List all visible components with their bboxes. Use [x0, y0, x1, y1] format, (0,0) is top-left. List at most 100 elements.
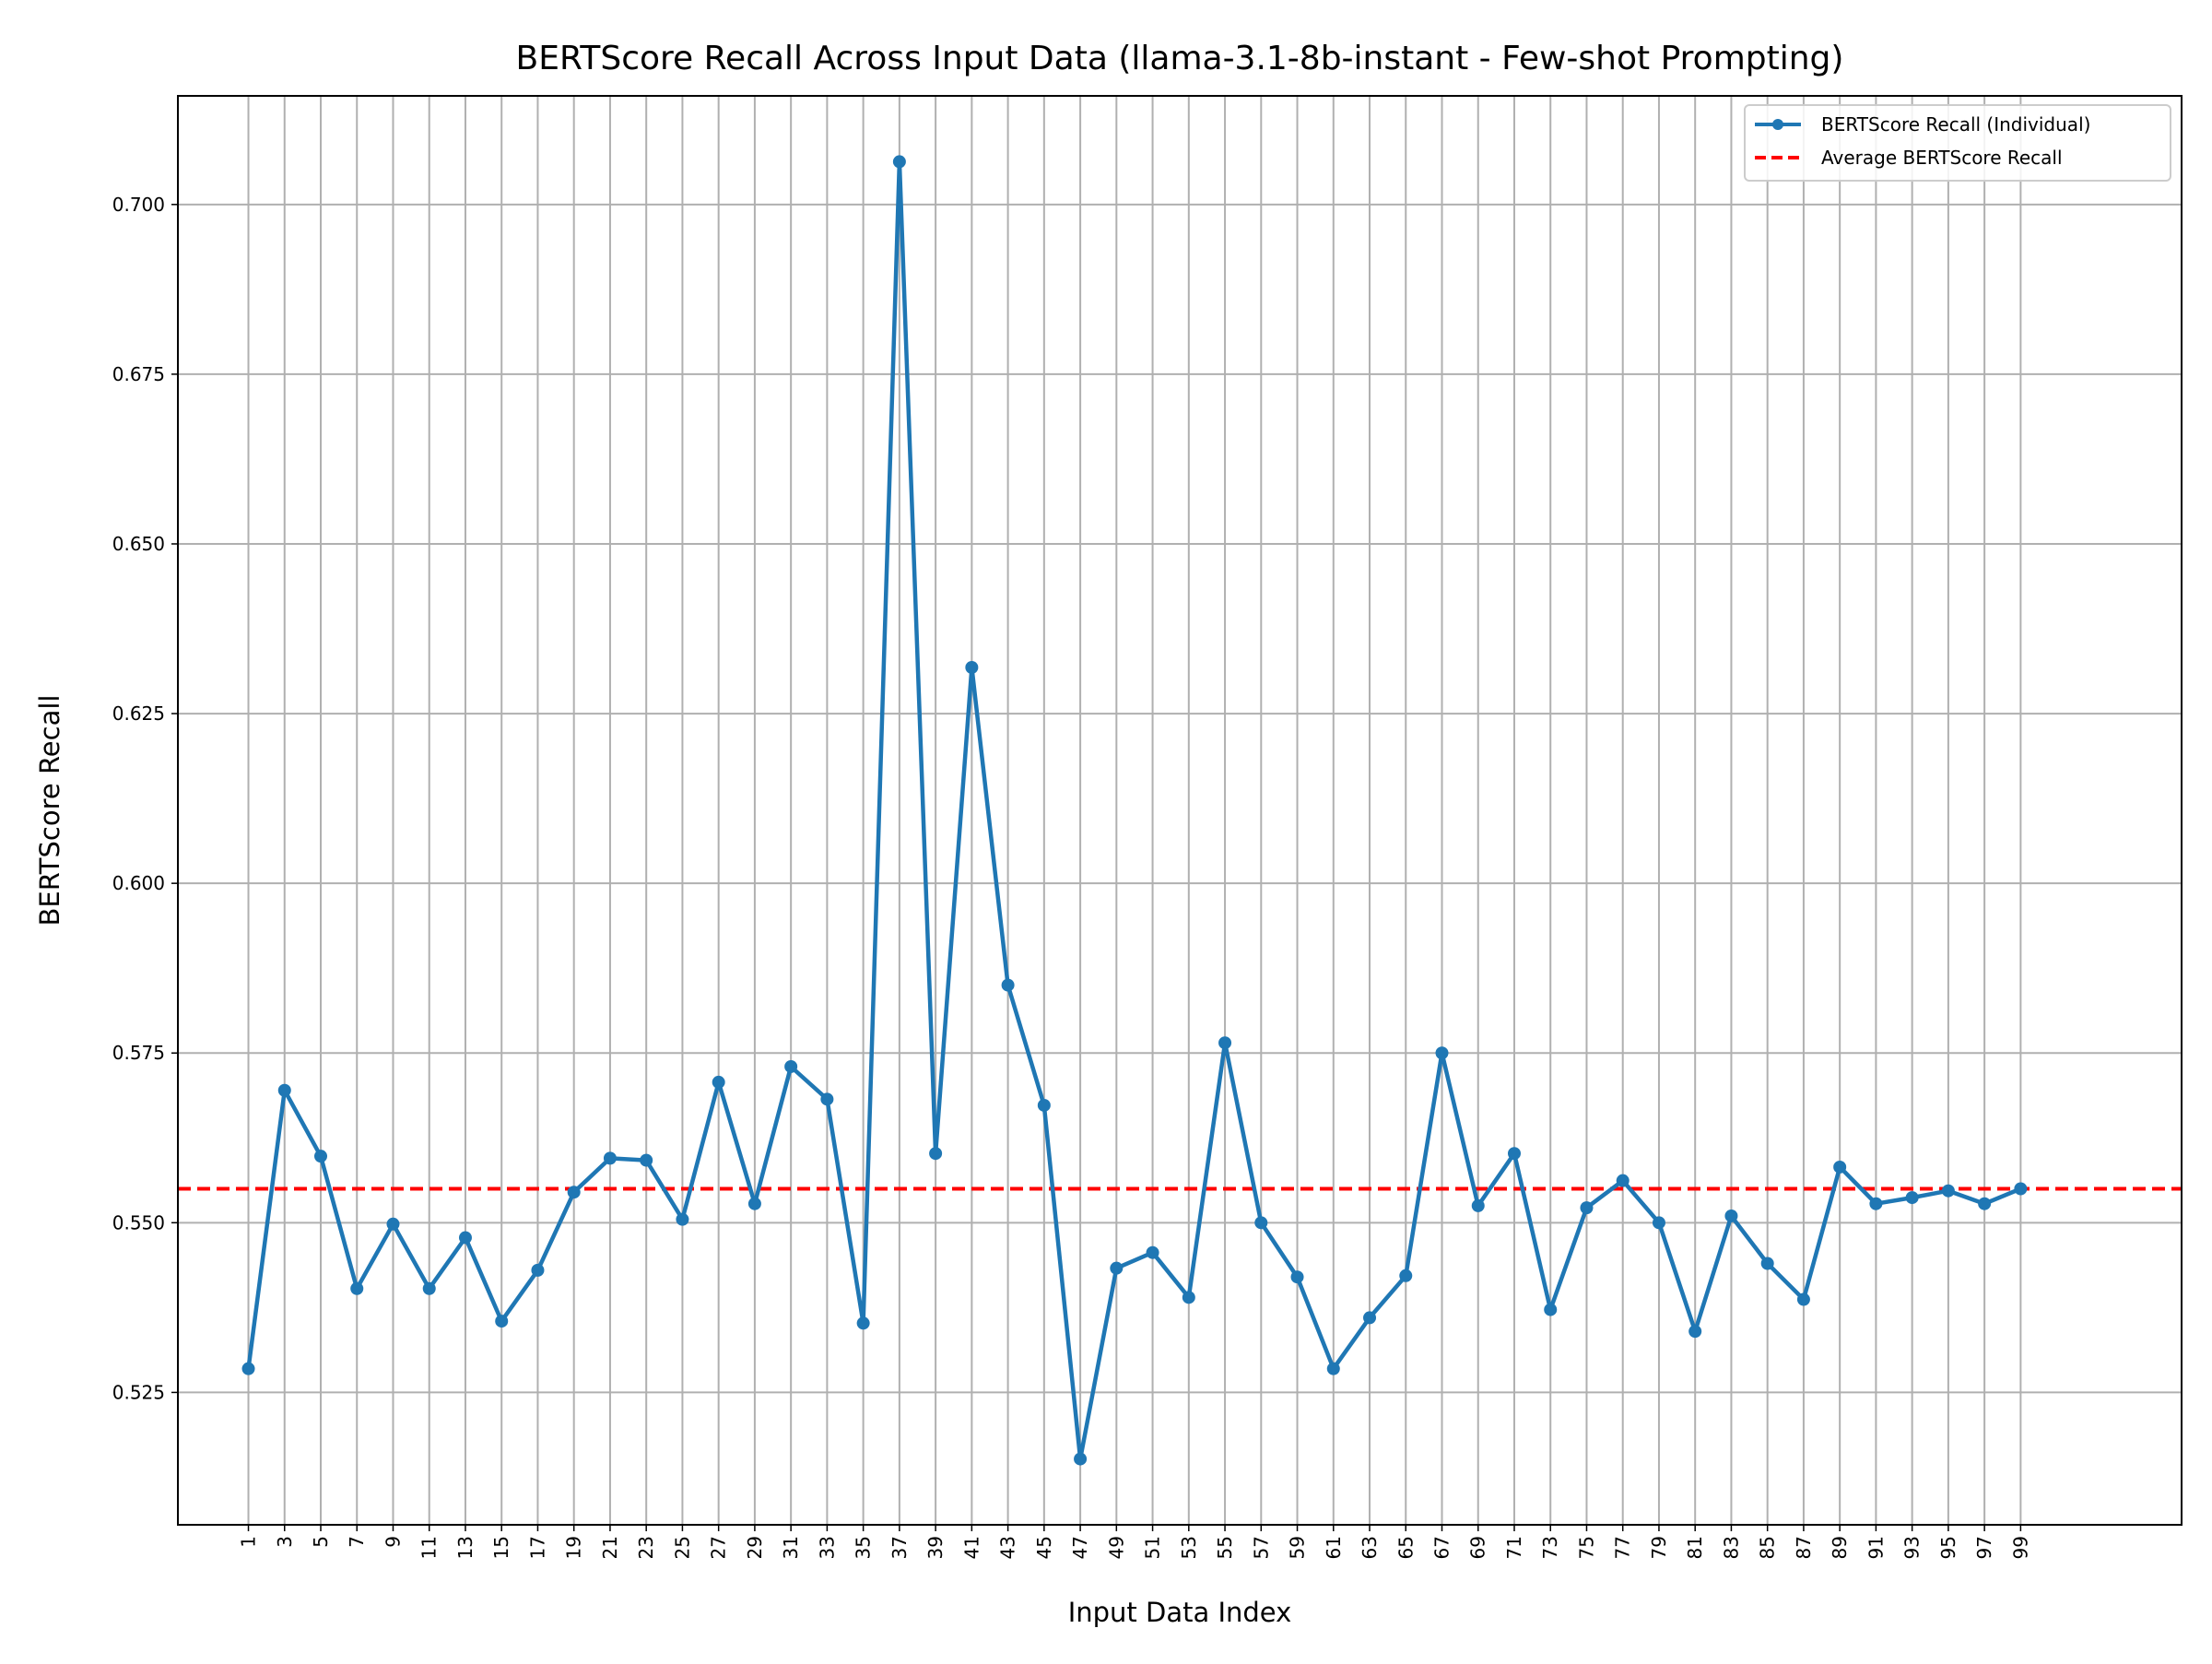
plot-frame — [177, 95, 2183, 1526]
data-point — [965, 661, 979, 674]
data-point — [1254, 1216, 1268, 1230]
x-tick-label: 43 — [997, 1536, 1019, 1559]
data-point — [1110, 1261, 1124, 1275]
data-point — [1074, 1452, 1088, 1466]
x-tick-label: 51 — [1142, 1536, 1164, 1559]
y-tick-label: 0.675 — [112, 363, 165, 385]
x-tick-label: 85 — [1757, 1536, 1779, 1559]
y-tick-label: 0.625 — [112, 702, 165, 725]
x-tick-label: 31 — [780, 1536, 802, 1559]
x-tick-label: 13 — [454, 1536, 477, 1559]
data-point — [1978, 1197, 1992, 1210]
data-point — [1182, 1291, 1195, 1304]
x-tick-label: 61 — [1323, 1536, 1345, 1559]
y-axis-label: BERTScore Recall — [34, 695, 65, 926]
data-point — [1796, 1292, 1810, 1306]
x-tick-label: 79 — [1648, 1536, 1670, 1559]
x-tick-label: 65 — [1394, 1536, 1417, 1559]
x-tick-label: 59 — [1287, 1536, 1309, 1559]
data-point — [314, 1150, 328, 1163]
data-point — [277, 1083, 291, 1097]
data-point — [1037, 1098, 1051, 1112]
x-tick-label: 69 — [1467, 1536, 1489, 1559]
x-tick-label: 99 — [2009, 1536, 2031, 1559]
data-point — [1833, 1160, 1847, 1174]
y-tick-label: 0.575 — [112, 1042, 165, 1064]
data-point — [676, 1212, 689, 1226]
x-tick-label: 9 — [382, 1536, 404, 1548]
data-point — [531, 1263, 545, 1277]
x-tick-label: 47 — [1069, 1536, 1091, 1559]
x-tick-label: 93 — [1901, 1536, 1924, 1559]
x-tick-label: 39 — [924, 1536, 947, 1559]
x-tick-label: 89 — [1829, 1536, 1851, 1559]
x-tick-label: 23 — [635, 1536, 657, 1559]
x-tick-label: 19 — [563, 1536, 585, 1559]
y-tick-label: 0.650 — [112, 533, 165, 555]
data-point — [1724, 1209, 1738, 1222]
x-axis-label: Input Data Index — [1068, 1597, 1292, 1628]
data-point — [1941, 1184, 1955, 1198]
x-tick-label: 3 — [274, 1536, 296, 1548]
data-point — [1905, 1191, 1919, 1205]
data-point — [422, 1281, 436, 1295]
data-point — [1760, 1257, 1774, 1270]
x-tick-label: 67 — [1431, 1536, 1453, 1559]
x-tick-label: 91 — [1865, 1536, 1887, 1559]
series-line — [246, 159, 2022, 1461]
data-point — [1326, 1362, 1340, 1375]
x-tick-label: 83 — [1720, 1536, 1742, 1559]
legend: BERTScore Recall (Individual) Average BE… — [1744, 104, 2171, 182]
x-tick-label: 95 — [1937, 1536, 1959, 1559]
x-tick-label: 27 — [708, 1536, 730, 1559]
data-point — [1399, 1269, 1413, 1282]
x-tick-label: 25 — [671, 1536, 693, 1559]
chart-title: BERTScore Recall Across Input Data (llam… — [516, 40, 1844, 77]
x-tick-label: 77 — [1612, 1536, 1634, 1559]
data-point — [350, 1281, 364, 1295]
x-tick-label: 1 — [238, 1536, 260, 1548]
y-tick-label: 0.600 — [112, 872, 165, 894]
data-point — [1544, 1303, 1558, 1316]
x-tick-label: 73 — [1539, 1536, 1561, 1559]
data-point — [712, 1075, 725, 1089]
x-tick-label: 49 — [1105, 1536, 1127, 1559]
legend-box — [1744, 104, 2171, 182]
x-tick-label: 15 — [490, 1536, 512, 1559]
x-tick-label: 5 — [310, 1536, 332, 1548]
data-point — [386, 1217, 400, 1231]
x-tick-label: 29 — [744, 1536, 766, 1559]
y-tick-label: 0.525 — [112, 1381, 165, 1403]
y-axis-ticks: 0.525 0.550 0.575 0.600 0.625 0.650 0.675 0.700 — [112, 194, 178, 1403]
x-tick-label: 7 — [346, 1536, 368, 1548]
data-point — [1869, 1197, 1883, 1210]
x-tick-label: 37 — [888, 1536, 911, 1559]
x-tick-label: 53 — [1178, 1536, 1200, 1559]
data-point — [1580, 1201, 1594, 1215]
x-tick-label: 33 — [816, 1536, 838, 1559]
data-point — [2014, 1182, 2028, 1196]
x-tick-label: 17 — [526, 1536, 548, 1559]
data-point — [1652, 1216, 1665, 1230]
y-tick-label: 0.550 — [112, 1211, 165, 1233]
grid — [178, 96, 2182, 1525]
x-tick-label: 57 — [1250, 1536, 1272, 1559]
data-point — [458, 1231, 472, 1245]
data-point — [640, 1153, 653, 1167]
data-point — [1688, 1325, 1702, 1339]
data-point — [856, 1316, 870, 1330]
x-tick-label: 11 — [418, 1536, 441, 1559]
legend-average-label: Average BERTScore Recall — [1821, 147, 2063, 169]
data-point — [495, 1315, 509, 1328]
data-point — [820, 1092, 834, 1106]
x-tick-label: 87 — [1793, 1536, 1815, 1559]
legend-series-marker — [1772, 119, 1783, 130]
data-point — [1363, 1311, 1377, 1325]
x-tick-label: 45 — [1033, 1536, 1055, 1559]
data-point — [1616, 1174, 1630, 1187]
data-point — [784, 1059, 798, 1073]
data-point — [1435, 1046, 1449, 1060]
x-tick-label: 21 — [599, 1536, 621, 1559]
data-point — [241, 1362, 255, 1375]
